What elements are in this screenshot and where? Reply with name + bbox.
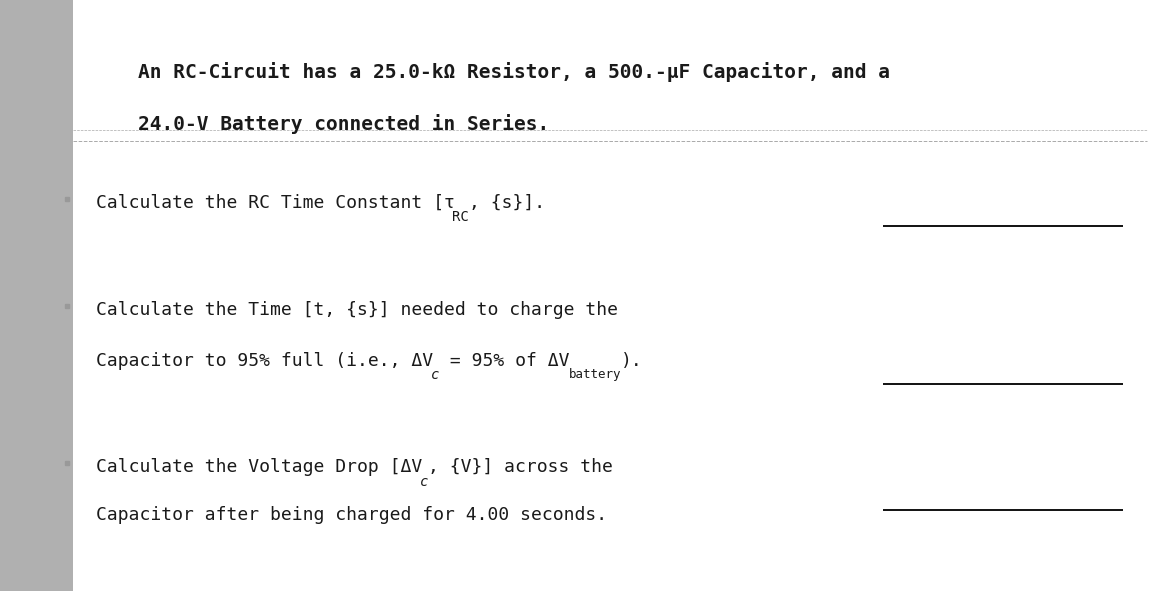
FancyBboxPatch shape xyxy=(73,0,1170,591)
Text: battery: battery xyxy=(569,368,621,381)
Text: ).: ). xyxy=(621,352,642,369)
Text: 24.0-V Battery connected in Series.: 24.0-V Battery connected in Series. xyxy=(138,114,549,134)
Text: Calculate the Voltage Drop [ΔV: Calculate the Voltage Drop [ΔV xyxy=(96,458,422,476)
FancyBboxPatch shape xyxy=(0,0,73,591)
Text: c: c xyxy=(431,368,439,382)
Text: , {V}] across the: , {V}] across the xyxy=(428,458,613,476)
Text: Calculate the RC Time Constant [τ: Calculate the RC Time Constant [τ xyxy=(96,194,455,212)
Text: , {s}].: , {s}]. xyxy=(469,194,545,212)
Text: An RC-Circuit has a 25.0-kΩ Resistor, a 500.-μF Capacitor, and a: An RC-Circuit has a 25.0-kΩ Resistor, a … xyxy=(138,62,890,82)
Text: Calculate the Time [t, {s}] needed to charge the: Calculate the Time [t, {s}] needed to ch… xyxy=(96,301,618,319)
Text: c: c xyxy=(420,475,428,489)
Text: Capacitor after being charged for 4.00 seconds.: Capacitor after being charged for 4.00 s… xyxy=(96,506,607,524)
Text: RC: RC xyxy=(453,210,469,225)
Text: = 95% of ΔV: = 95% of ΔV xyxy=(439,352,570,369)
Text: Capacitor to 95% full (i.e., ΔV: Capacitor to 95% full (i.e., ΔV xyxy=(96,352,433,369)
